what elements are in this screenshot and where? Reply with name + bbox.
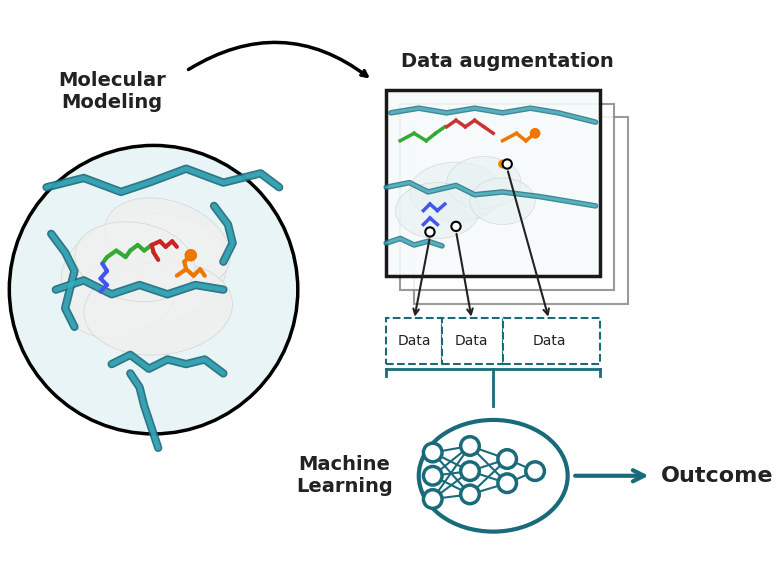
Ellipse shape [470,178,535,225]
Text: Data: Data [397,334,431,348]
Circle shape [424,490,442,508]
Circle shape [424,466,442,485]
Circle shape [9,145,298,434]
Ellipse shape [446,157,521,209]
Text: Data augmentation: Data augmentation [401,52,614,71]
Ellipse shape [61,214,227,328]
FancyBboxPatch shape [386,317,442,364]
Ellipse shape [410,162,503,222]
Ellipse shape [105,198,230,288]
Circle shape [425,227,435,237]
Circle shape [526,462,544,481]
Circle shape [186,250,197,261]
Ellipse shape [419,420,568,532]
Circle shape [499,160,507,168]
FancyBboxPatch shape [442,317,503,364]
Circle shape [451,222,460,231]
FancyBboxPatch shape [503,317,601,364]
Circle shape [460,462,479,481]
Bar [386,89,601,276]
Ellipse shape [84,262,233,355]
Bar [414,117,628,304]
Circle shape [498,450,517,469]
Circle shape [530,129,539,138]
Circle shape [498,474,517,492]
Text: Outcome: Outcome [661,466,774,486]
Ellipse shape [395,182,479,238]
Text: Molecular
Modeling: Molecular Modeling [58,71,165,112]
Circle shape [424,443,442,462]
Ellipse shape [75,222,195,302]
Bar [400,104,614,290]
Text: Data: Data [455,334,489,348]
Text: Machine
Learning: Machine Learning [296,455,393,496]
Text: Data: Data [532,334,566,348]
Circle shape [460,485,479,504]
Ellipse shape [67,260,175,337]
Circle shape [460,437,479,455]
Circle shape [503,160,512,169]
